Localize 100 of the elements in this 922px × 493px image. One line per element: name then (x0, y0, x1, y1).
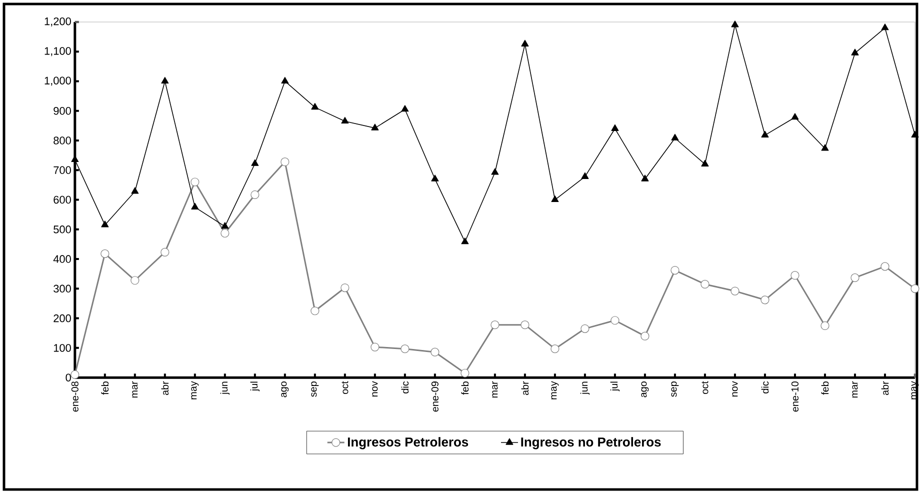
y-tick-label: 100 (54, 344, 71, 352)
point (190, 177, 200, 186)
x-tick-label: may (191, 380, 199, 400)
x-tick-label: ene-10 (791, 381, 798, 412)
y-tick-label: 900 (54, 106, 71, 115)
y-tick-label: 500 (54, 225, 71, 234)
y-tick-label: 600 (54, 196, 71, 204)
point (611, 124, 619, 131)
point (401, 104, 409, 112)
point (671, 134, 679, 140)
point (370, 342, 380, 352)
point (491, 168, 499, 175)
y-tick-label: 400 (53, 254, 71, 263)
point (731, 20, 739, 28)
point (70, 370, 80, 379)
point (760, 295, 770, 304)
y-tick-label: 700 (54, 166, 71, 174)
x-tick-label: nov (372, 380, 378, 396)
point (581, 172, 589, 179)
point (310, 306, 320, 315)
point (521, 40, 529, 46)
point (911, 130, 919, 138)
point (280, 157, 290, 166)
point (851, 48, 859, 56)
point (550, 344, 560, 353)
x-tick-label: ago (281, 381, 289, 398)
x-tick-label: abr (161, 381, 169, 395)
point (790, 270, 800, 280)
point (191, 202, 199, 210)
point (130, 276, 140, 284)
y-tick-label: 300 (54, 284, 71, 292)
x-tick-label: feb (821, 381, 829, 395)
x-tick-label: oct (342, 380, 348, 394)
point (610, 316, 620, 324)
point (341, 116, 349, 124)
point (820, 321, 830, 330)
point (461, 237, 469, 244)
point (281, 76, 289, 84)
point (101, 220, 109, 228)
point (730, 286, 740, 296)
x-tick-label: nov (732, 380, 738, 396)
legend-label: Ingresos Petroleros (348, 436, 468, 449)
point (131, 186, 139, 194)
legend-label: Ingresos no Petroleros (521, 436, 661, 449)
x-tick-label: feb (461, 381, 469, 395)
x-tick-label: ene-08 (71, 381, 78, 412)
point (311, 102, 319, 110)
point (700, 280, 710, 288)
point (640, 332, 650, 340)
point (251, 159, 259, 166)
point (100, 249, 110, 258)
point (551, 195, 559, 202)
x-tick-label: jun (580, 382, 590, 394)
x-tick-label: mar (852, 381, 858, 398)
point (580, 324, 590, 333)
y-tick-label: 1,200 (44, 17, 71, 26)
point (161, 76, 169, 84)
point (791, 112, 799, 120)
point (220, 228, 230, 238)
point (520, 320, 530, 329)
point (160, 248, 170, 256)
x-tick-label: jul (250, 382, 260, 392)
y-tick-label: 1,000 (44, 76, 71, 86)
x-tick-label: ene-09 (431, 381, 438, 412)
x-tick-label: oct (702, 380, 708, 394)
point (460, 368, 470, 378)
y-tick-label: 800 (54, 136, 71, 144)
x-tick-label: sep (671, 381, 679, 397)
point (881, 23, 889, 30)
x-tick-label: jun (220, 382, 230, 394)
point (250, 190, 260, 199)
x-tick-label: may (551, 380, 559, 400)
y-tick-label: 200 (54, 314, 71, 322)
point (701, 160, 709, 166)
x-tick-label: ago (641, 381, 649, 398)
point (670, 266, 680, 274)
point (821, 144, 829, 151)
y-tick-label: 1,100 (44, 46, 71, 56)
x-tick-label: abr (521, 381, 529, 395)
y-tick-label: 0 (66, 373, 71, 382)
x-tick-label: mar (132, 381, 138, 398)
point (430, 348, 440, 356)
point (850, 273, 860, 282)
x-tick-label: mar (492, 381, 498, 398)
point (431, 174, 439, 182)
point (400, 344, 410, 353)
x-tick-label: abr (881, 381, 889, 395)
point (641, 174, 649, 182)
x-tick-label: jul (610, 382, 620, 392)
point (490, 320, 500, 329)
point (221, 222, 229, 229)
point (761, 130, 769, 138)
x-tick-label: dic (761, 381, 769, 394)
point (371, 124, 379, 130)
x-tick-label: feb (101, 381, 109, 395)
point (910, 284, 920, 293)
x-tick-label: dic (401, 381, 409, 394)
point (880, 262, 890, 271)
x-tick-label: sep (311, 381, 319, 397)
point (340, 283, 350, 292)
